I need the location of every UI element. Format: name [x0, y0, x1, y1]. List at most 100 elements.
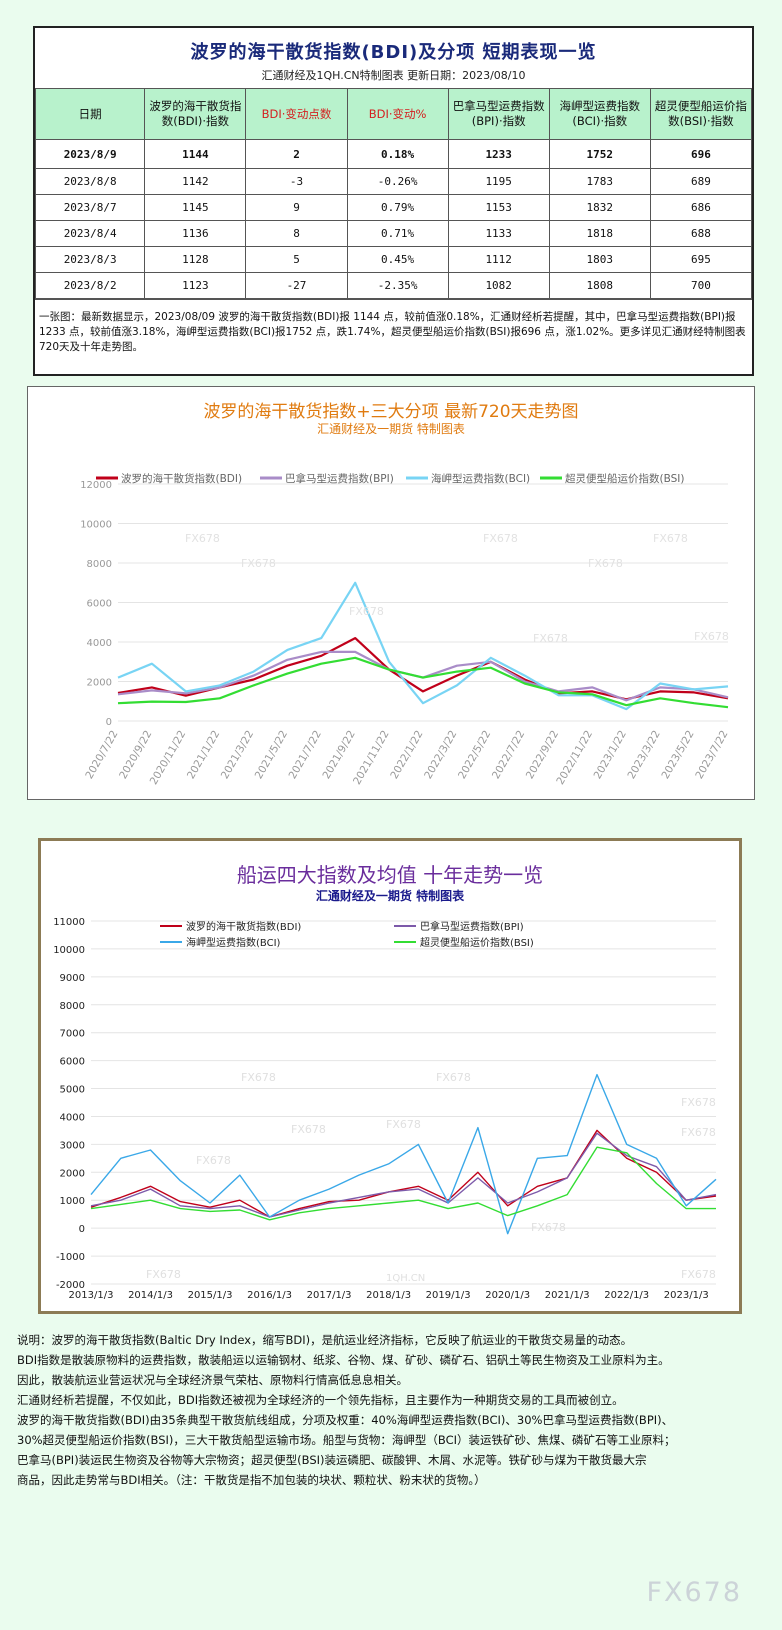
x-tick-label: 2022/1/22: [388, 729, 425, 782]
explanation-line: 汇通财经析若提醒，不仅如此，BDI指数还被视为全球经济的一个领先指标，且主要作为…: [17, 1393, 624, 1407]
cell-change: -27: [245, 272, 348, 299]
table-row: 2023/8/2 1123 -27 -2.35% 1082 1808 700: [34, 272, 753, 299]
header-bdi-change-pct: BDI·变动%: [346, 88, 449, 140]
y-tick-label: 6000: [60, 1057, 85, 1068]
cell-change-pct: 0.45%: [346, 246, 449, 273]
x-tick-label: 2021/5/22: [253, 729, 290, 782]
table-row: 2023/8/7 1145 9 0.79% 1153 1832 686: [34, 194, 753, 221]
table-subtitle: 汇通财经及1QH.CN特制图表 更新日期：2023/08/10: [261, 69, 526, 82]
x-tick-label: 2020/1/3: [485, 1290, 530, 1301]
chart-720-panel: 波罗的海干散货指数+三大分项 最新720天走势图 汇通财经及一期货 特制图表 0…: [27, 386, 755, 800]
y-tick-label: 7000: [60, 1029, 85, 1040]
y-tick-label: 4000: [87, 638, 112, 649]
cell-bpi: 1133: [447, 220, 550, 247]
series-line: [90, 1129, 717, 1218]
watermark: FX678: [588, 557, 623, 570]
legend-label: 波罗的海干散货指数(BDI): [186, 920, 301, 933]
cell-change: 9: [245, 194, 348, 221]
x-tick-label: 2021/7/22: [287, 729, 324, 782]
explanation-line: 商品，因此走势常与BDI相关。（注：干散货是指不加包装的块状、颗粒状、粉末状的货…: [17, 1473, 486, 1487]
x-tick-label: 2016/1/3: [247, 1290, 292, 1301]
y-tick-label: 9000: [60, 973, 85, 984]
y-tick-label: 3000: [60, 1140, 85, 1151]
cell-change-pct: 0.18%: [346, 139, 449, 169]
cell-bpi: 1233: [447, 139, 550, 169]
x-tick-label: 2021/1/3: [545, 1290, 590, 1301]
y-tick-label: -1000: [56, 1252, 85, 1263]
cell-change: 5: [245, 246, 348, 273]
legend-label: 超灵便型船运价指数(BSI): [565, 472, 684, 485]
watermark: FX678: [185, 532, 220, 545]
x-tick-label: 2022/7/22: [490, 729, 527, 782]
cell-change: 2: [245, 139, 348, 169]
cell-date: 2023/8/2: [34, 272, 146, 299]
series-line: [117, 581, 729, 711]
chart-720-title: 波罗的海干散货指数+三大分项 最新720天走势图: [203, 402, 579, 422]
series-line: [90, 1073, 717, 1235]
cell-bsi: 689: [649, 168, 753, 195]
x-tick-label: 2013/1/3: [69, 1290, 114, 1301]
watermark: FX678: [681, 1268, 716, 1281]
x-tick-label: 2022/5/22: [456, 729, 493, 782]
explanation-line: BDI指数是散装原物料的运费指数，散装船运以运输钢材、纸浆、谷物、煤、矿砂、磷矿…: [17, 1353, 670, 1367]
cell-bpi: 1195: [447, 168, 550, 195]
x-tick-label: 2023/5/22: [659, 729, 696, 782]
watermark: FX678: [436, 1071, 471, 1084]
y-tick-label: 0: [106, 717, 112, 728]
chart-720-subtitle: 汇通财经及一期货 特制图表: [317, 422, 465, 436]
cell-date: 2023/8/3: [34, 246, 146, 273]
x-tick-label: 2021/11/22: [351, 729, 392, 787]
legend-label: 巴拿马型运费指数(BPI): [285, 472, 394, 485]
table-row: 2023/8/8 1142 -3 -0.26% 1195 1783 689: [34, 168, 753, 195]
y-tick-label: 8000: [87, 559, 112, 570]
watermark: FX678: [681, 1096, 716, 1109]
series-line: [117, 650, 729, 702]
x-tick-label: 2021/3/22: [219, 729, 256, 782]
cell-bci: 1783: [548, 168, 651, 195]
header-date: 日期: [34, 88, 146, 140]
cell-change-pct: -2.35%: [346, 272, 449, 299]
watermark: FX678: [241, 1071, 276, 1084]
bdi-table: 日期 波罗的海干散货指数(BDI)·指数 BDI·变动点数 BDI·变动% 巴拿…: [34, 88, 753, 299]
header-bci: 海岬型运费指数(BCI)·指数: [548, 88, 651, 140]
x-tick-label: 2021/1/22: [185, 729, 222, 782]
cell-bpi: 1153: [447, 194, 550, 221]
watermark: FX678: [653, 532, 688, 545]
cell-bpi: 1112: [447, 246, 550, 273]
watermark: FX678: [694, 630, 729, 643]
x-tick-label: 2014/1/3: [128, 1290, 173, 1301]
header-bdi: 波罗的海干散货指数(BDI)·指数: [144, 88, 247, 140]
watermark: FX678: [533, 632, 568, 645]
x-tick-label: 2022/3/22: [422, 729, 459, 782]
watermark: FX678: [531, 1221, 566, 1234]
table-header-row: 日期 波罗的海干散货指数(BDI)·指数 BDI·变动点数 BDI·变动% 巴拿…: [34, 88, 753, 140]
series-line: [117, 656, 729, 709]
y-tick-label: 2000: [60, 1168, 85, 1179]
cell-change-pct: -0.26%: [346, 168, 449, 195]
y-tick-label: 10000: [80, 520, 112, 531]
watermark: FX678: [483, 532, 518, 545]
explanation-line: 说明：波罗的海干散货指数(Baltic Dry Index，缩写BDI)，是航运…: [17, 1333, 633, 1347]
cell-bsi: 696: [649, 139, 753, 169]
series-line: [90, 1146, 716, 1221]
x-tick-label: 2023/1/3: [664, 1290, 709, 1301]
cell-bpi: 1082: [447, 272, 550, 299]
cell-date: 2023/8/8: [34, 168, 146, 195]
explanation-line: 巴拿马(BPI)装运民生物资及谷物等大宗物资；超灵便型(BSI)装运磷肥、碳酸钾…: [17, 1453, 647, 1467]
legend-label: 超灵便型船运价指数(BSI): [420, 936, 534, 949]
watermark: FX678: [386, 1118, 421, 1131]
watermark: FX678: [146, 1268, 181, 1281]
chart-10y-title: 船运四大指数及均值 十年走势一览: [236, 863, 544, 887]
table-row: 2023/8/3 1128 5 0.45% 1112 1803 695: [34, 246, 753, 273]
y-tick-label: -2000: [56, 1280, 85, 1291]
cell-bsi: 686: [649, 194, 753, 221]
y-tick-label: 2000: [87, 678, 112, 689]
cell-date: 2023/8/7: [34, 194, 146, 221]
explanation-line: 因此，散装航运业营运状况与全球经济景气荣枯、原物料行情高低息息相关。: [17, 1373, 408, 1387]
explanation-line: 波罗的海干散货指数(BDI)由35条典型干散货航线组成，分项及权重：40%海岬型…: [17, 1413, 674, 1427]
y-tick-label: 1000: [60, 1196, 85, 1207]
cell-bsi: 688: [649, 220, 753, 247]
x-tick-label: 2017/1/3: [307, 1290, 352, 1301]
x-tick-label: 2023/1/22: [592, 729, 629, 782]
cell-bdi: 1136: [144, 220, 247, 247]
